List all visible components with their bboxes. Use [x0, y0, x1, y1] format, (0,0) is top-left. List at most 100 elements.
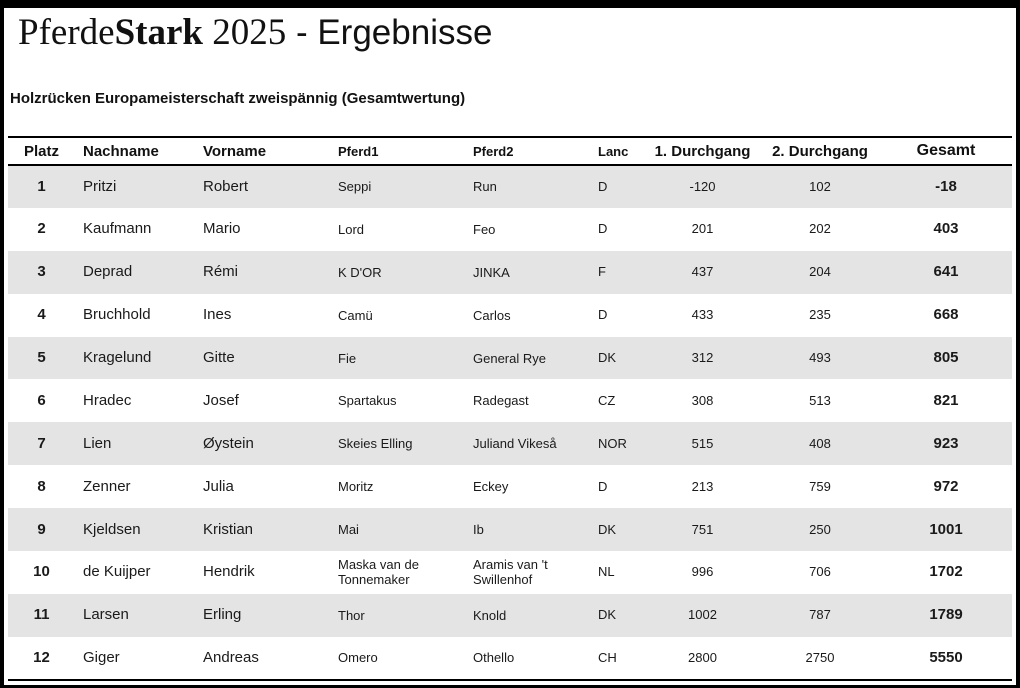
title-year: 2025	[202, 12, 287, 53]
column-header-gesamt: Gesamt	[916, 142, 976, 159]
cell-vorname: Andreas	[203, 648, 259, 666]
cell-pferd1: Spartakus	[338, 393, 397, 409]
table-row: 7 Lien Øystein Skeies Elling Juliand Vikeså N…	[8, 422, 1012, 466]
cell-gesamt: 923	[933, 434, 959, 452]
cell-dg1: 213	[691, 478, 714, 494]
cell-vorname: Kristian	[203, 520, 254, 538]
cell-dg2: 250	[809, 521, 831, 537]
cell-dg1: 751	[691, 521, 714, 537]
cell-dg1: 201	[691, 221, 714, 237]
column-header-dg2: 2. Durchgang	[772, 142, 868, 160]
cell-vorname: Robert	[203, 177, 249, 195]
cell-platz: 1	[37, 177, 46, 195]
table-row: 8 Zenner Julia Moritz Eckey D 213 759 972	[8, 465, 1012, 508]
cell-gesamt: 1789	[929, 606, 963, 624]
cell-pferd2: Knold	[473, 607, 507, 623]
cell-pferd2: JINKA	[473, 264, 510, 280]
results-table: Platz Nachname Vorname Pferd1 Pferd2 Lanc 1. D…	[8, 136, 1012, 681]
cell-gesamt: 668	[933, 306, 959, 324]
table-row: 1 Pritzi Robert Seppi Run D -120 102 -18	[8, 165, 1012, 208]
cell-nachname: Lien	[83, 434, 112, 452]
cell-gesamt: 1001	[929, 520, 963, 538]
cell-gesamt: -18	[935, 177, 957, 195]
title-suffix: - Ergebnisse	[286, 13, 493, 52]
cell-platz: 7	[37, 434, 46, 452]
cell-land: CH	[598, 649, 617, 665]
cell-vorname: Erling	[203, 606, 242, 624]
cell-land: DK	[598, 350, 617, 365]
cell-gesamt: 641	[933, 263, 959, 281]
cell-pferd1: Moritz	[338, 479, 374, 495]
results-page: PferdeStark 2025 - Ergebnisse Holzrücken…	[4, 8, 1016, 685]
cell-dg1: 433	[691, 307, 714, 323]
cell-dg1: -120	[689, 178, 716, 194]
cell-vorname: Josef	[203, 391, 239, 409]
cell-pferd2: Aramis van 't Swillenhof	[473, 557, 548, 588]
cell-dg2: 102	[809, 178, 831, 194]
cell-vorname: Øystein	[203, 434, 254, 452]
cell-pferd1: Mai	[338, 522, 359, 538]
table-row: 12 Giger Andreas Omero Othello CH 2800 2750 5550	[8, 637, 1012, 680]
cell-dg2: 513	[809, 392, 831, 408]
column-header-dg1: 1. Durchgang	[654, 142, 751, 160]
cell-platz: 12	[33, 648, 50, 666]
table-row: 3 Deprad Rémi K D'OR JINKA F 437 204 641	[8, 250, 1012, 294]
cell-pferd1: Seppi	[338, 179, 372, 195]
cell-nachname: Hradec	[83, 391, 132, 409]
table-header-row: Platz Nachname Vorname Pferd1 Pferd2 Lanc 1. D…	[8, 137, 1012, 165]
cell-dg2: 235	[809, 307, 831, 323]
table-row: 4 Bruchhold Ines Camü Carlos D 433 235 668	[8, 294, 1012, 337]
cell-dg2: 759	[809, 478, 831, 494]
cell-gesamt: 403	[933, 220, 959, 238]
cell-nachname: Larsen	[83, 606, 129, 624]
cell-platz: 4	[37, 306, 46, 324]
cell-dg2: 706	[809, 564, 831, 580]
cell-land: NOR	[598, 435, 627, 451]
cell-platz: 10	[33, 563, 50, 581]
cell-dg1: 437	[691, 264, 714, 280]
column-header-pferd2: Pferd2	[473, 143, 514, 159]
column-header-land: Lanc	[598, 143, 629, 159]
table-row: 11 Larsen Erling Thor Knold DK 1002 787 1789	[8, 593, 1012, 637]
cell-land: DK	[598, 607, 617, 623]
cell-pferd1: Lord	[338, 221, 365, 237]
cell-platz: 2	[37, 220, 46, 238]
cell-pferd1: Fie	[338, 350, 357, 366]
cell-nachname: Zenner	[83, 477, 131, 495]
table-header: Platz Nachname Vorname Pferd1 Pferd2 Lanc 1. D…	[8, 137, 1012, 165]
cell-nachname: Kjeldsen	[83, 520, 141, 538]
cell-vorname: Rémi	[203, 263, 239, 281]
cell-nachname: Giger	[83, 648, 120, 666]
column-header-pferd1: Pferd1	[338, 143, 379, 159]
cell-pferd2: Ib	[473, 522, 484, 538]
table-row: 6 Hradec Josef Spartakus Radegast CZ 308 513 821	[8, 379, 1012, 422]
cell-nachname: Deprad	[83, 263, 133, 281]
cell-vorname: Gitte	[203, 349, 235, 366]
cell-pferd1: Thor	[338, 607, 365, 623]
cell-dg2: 493	[809, 350, 831, 365]
cell-nachname: Kaufmann	[83, 220, 152, 238]
cell-pferd1: K D'OR	[338, 264, 382, 280]
cell-nachname: Kragelund	[83, 349, 152, 366]
cell-gesamt: 1702	[929, 563, 963, 581]
cell-pferd2: Eckey	[473, 479, 509, 495]
cell-pferd2: Othello	[473, 650, 515, 666]
cell-platz: 11	[33, 606, 50, 624]
cell-pferd1: Omero	[338, 650, 378, 666]
cell-pferd2: Feo	[473, 221, 496, 237]
cell-dg1: 2800	[688, 649, 717, 665]
cell-pferd2: Run	[473, 179, 497, 195]
cell-pferd1: Skeies Elling	[338, 436, 413, 452]
table-row: 2 Kaufmann Mario Lord Feo D 201 202 403	[8, 208, 1012, 251]
cell-land: F	[598, 264, 606, 280]
column-header-vorname: Vorname	[203, 142, 267, 160]
cell-gesamt: 972	[933, 477, 959, 495]
brand-name-bold: Stark	[114, 12, 203, 53]
cell-land: D	[598, 221, 608, 237]
cell-dg2: 787	[809, 607, 831, 623]
cell-land: CZ	[598, 392, 616, 408]
page-title: PferdeStark 2025 - Ergebnisse	[18, 10, 1016, 56]
cell-nachname: Pritzi	[83, 177, 117, 195]
competition-subtitle: Holzrücken Europameisterschaft zweispänn…	[10, 90, 466, 107]
